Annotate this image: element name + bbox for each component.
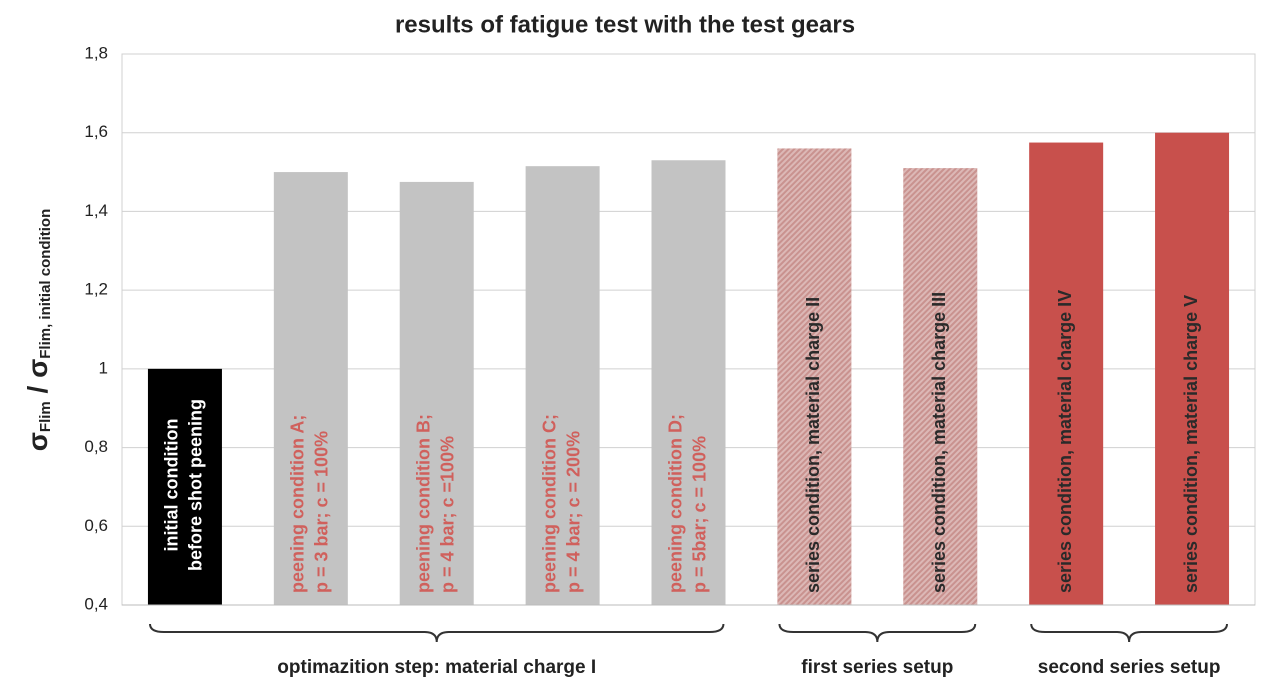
chart-title: results of fatigue test with the test ge…: [395, 11, 855, 38]
y-label-part: σ: [22, 432, 53, 451]
bar-label: peening condition D;: [665, 414, 685, 593]
y-tick-label: 1,4: [84, 201, 108, 220]
y-tick-label: 1,2: [84, 280, 108, 299]
bar-label: peening condition B;: [413, 414, 433, 593]
y-label-part: σ: [22, 359, 53, 378]
y-tick-label: 1,8: [84, 43, 108, 62]
bar: [273, 172, 348, 606]
bar-label: peening condition A;: [288, 415, 308, 593]
y-tick-label: 1,6: [84, 122, 108, 141]
bar-label: series condition, material charge IV: [1055, 290, 1075, 593]
bar-label: initial condition: [162, 419, 182, 552]
bar: [1155, 132, 1230, 605]
bar-hatch: [903, 168, 978, 605]
y-label-part: /: [22, 378, 53, 401]
bar-label: peening condition C;: [539, 414, 559, 593]
group-bracket: [1030, 623, 1228, 643]
bar-label: series condition, material charge V: [1181, 295, 1201, 593]
y-label-part: Flim: [37, 401, 54, 432]
bar-label: p = 4 bar; c =100%: [437, 436, 457, 593]
y-axis-label: σFlim / σFlim, initial condition: [22, 209, 54, 452]
y-tick-label: 0,6: [84, 516, 108, 535]
bar-label: p = 3 bar; c = 100%: [312, 431, 332, 593]
group-bracket: [778, 623, 977, 643]
y-tick-label: 0,4: [84, 594, 108, 613]
bar-label: series condition, material charge II: [803, 297, 823, 593]
y-tick-label: 0,8: [84, 437, 108, 456]
bar-label: p = 5bar; c = 100%: [689, 436, 709, 593]
group-label: first series setup: [801, 657, 953, 678]
bar-label: p = 4 bar; c = 200%: [563, 431, 583, 593]
bar: [399, 181, 474, 606]
bar: [147, 368, 222, 605]
bar: [525, 166, 600, 606]
bar: [1029, 142, 1104, 605]
bar-label: before shot peening: [186, 399, 206, 571]
y-label-part: Flim, initial condition: [37, 209, 54, 359]
group-label: optimazition step: material charge I: [277, 657, 596, 678]
group-label: second series setup: [1038, 657, 1221, 678]
bar: [651, 160, 726, 605]
bar-label: series condition, material charge III: [929, 292, 949, 593]
bar-hatch: [777, 148, 852, 605]
group-bracket: [149, 623, 725, 643]
y-tick-label: 1: [99, 358, 108, 377]
